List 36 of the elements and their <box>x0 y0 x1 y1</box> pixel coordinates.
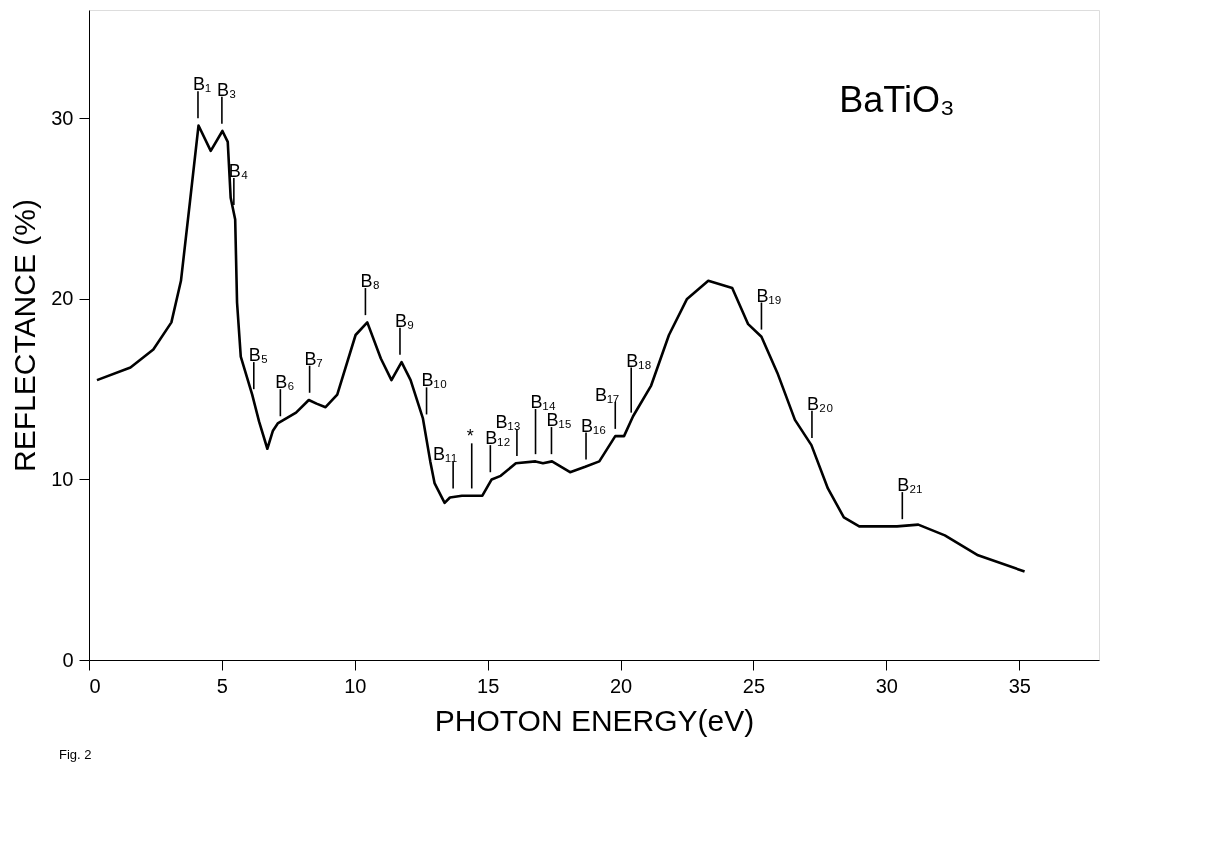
caption: Fig. 2 <box>59 747 92 762</box>
y-tick-label: 20 <box>51 287 74 310</box>
x-tick-label: 35 <box>1008 674 1031 697</box>
annotation: B₃ <box>216 79 237 100</box>
annotation: B₇ <box>304 348 323 369</box>
x-tick-label: 5 <box>216 674 228 697</box>
annotation: B₉ <box>394 310 415 331</box>
annotation: B₁₀ <box>421 370 448 391</box>
annotation: B₆ <box>275 372 295 393</box>
annotation: B₁₃ <box>495 411 521 432</box>
annotation: B₁₇ <box>594 384 620 405</box>
annotation: B₁₉ <box>756 285 782 306</box>
annotation: B₁₈ <box>626 350 652 371</box>
annotation: B₁₅ <box>546 410 572 431</box>
annotation: B₂₀ <box>806 393 834 414</box>
annotation: * <box>466 426 474 447</box>
x-tick-label: 25 <box>742 674 766 697</box>
y-axis-title: REFLECTANCE (%) <box>8 199 42 472</box>
annotation: B₂₁ <box>897 475 923 496</box>
y-tick-label: 0 <box>62 648 74 671</box>
x-tick-label: 15 <box>477 674 500 697</box>
x-axis-title: PHOTON ENERGY(eV) <box>434 703 755 737</box>
annotation: B₁₄ <box>530 392 556 413</box>
annotation: BaTiO₃ <box>839 79 955 120</box>
annotation: B₄ <box>228 160 249 181</box>
x-tick-label: 0 <box>89 674 101 697</box>
y-tick-label: 10 <box>51 467 74 490</box>
annotation: B₈ <box>360 271 380 292</box>
x-tick-label: 20 <box>609 674 633 697</box>
x-tick-label: 10 <box>344 674 367 697</box>
y-tick-label: 30 <box>51 106 74 129</box>
annotation: B₅ <box>248 345 269 366</box>
annotation: B₁₁ <box>432 444 458 465</box>
x-tick-label: 30 <box>875 674 898 697</box>
annotation: B₁₆ <box>581 415 607 436</box>
annotation: B₁ <box>192 74 212 95</box>
